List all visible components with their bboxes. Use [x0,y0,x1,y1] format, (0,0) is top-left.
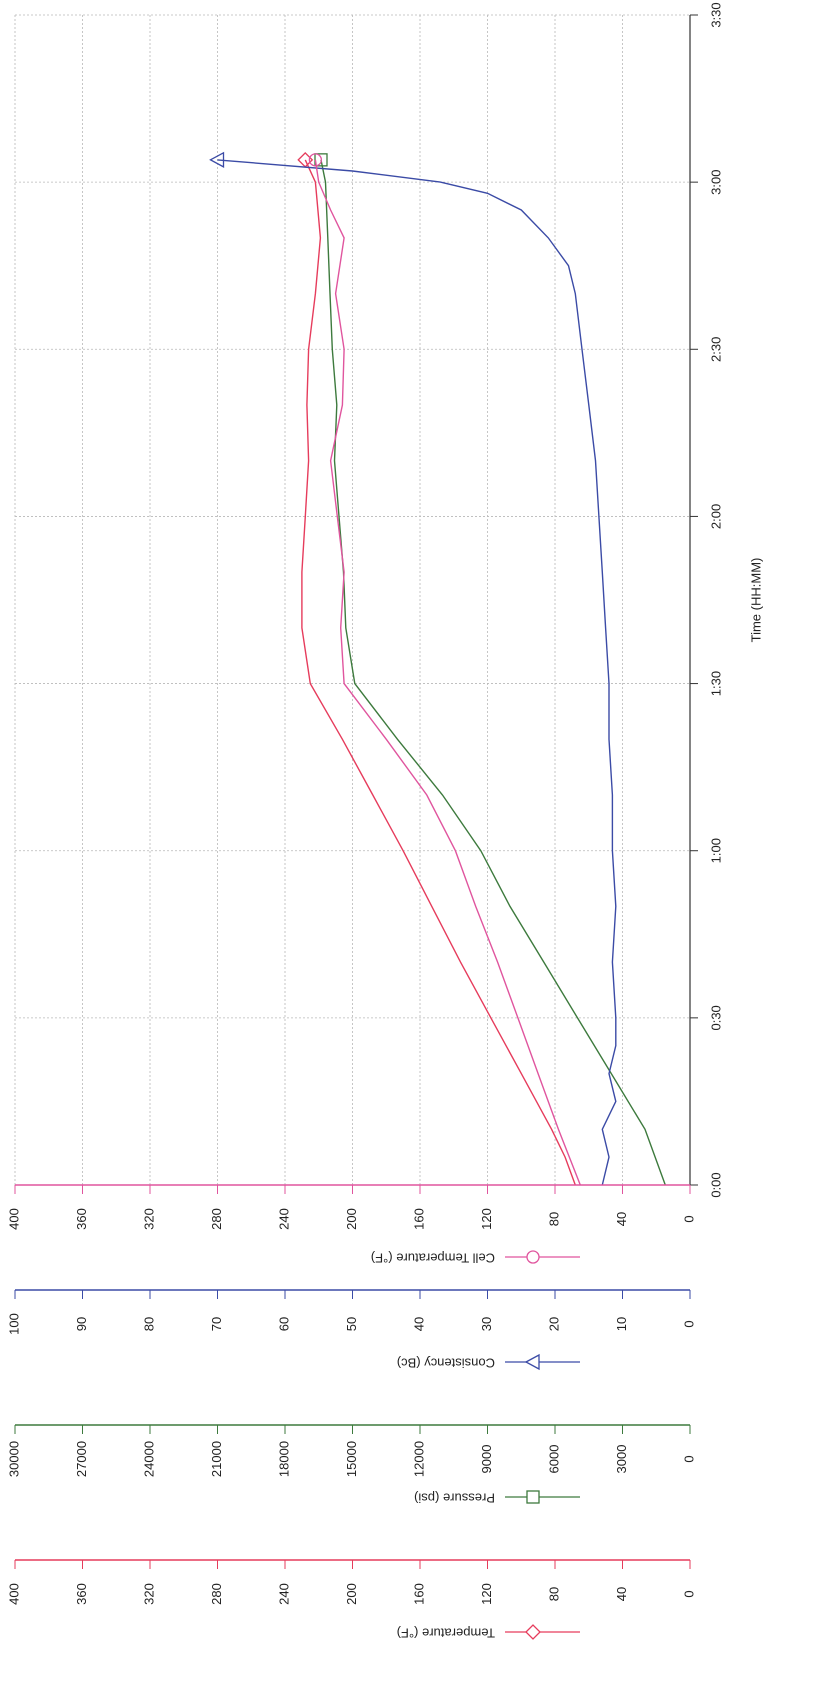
y-tick-label: 80 [546,1212,561,1226]
legend-marker [526,1250,540,1264]
legend-label: Consistency (Bc) [397,1356,495,1371]
data-line [301,159,576,1186]
y-tick-label: 320 [141,1208,156,1230]
y-tick-label: 80 [141,1317,156,1331]
y-tick-label: 320 [141,1583,156,1605]
y-tick-label: 60 [276,1317,291,1331]
x-tick-label: 3:30 [708,2,723,27]
x-tick-label: 2:00 [708,504,723,529]
legend-marker [524,1353,540,1371]
y-tick-label: 120 [479,1583,494,1605]
y-tick-label: 20 [546,1317,561,1331]
y-tick-label: 120 [479,1208,494,1230]
y-tick-label: 0 [681,1590,696,1597]
end-marker [308,153,323,167]
x-tick-label: 0:00 [708,1172,723,1197]
y-tick-label: 360 [74,1583,89,1605]
y-tick-label: 30000 [6,1441,21,1477]
legend-marker [525,1624,541,1640]
y-tick-label: 40 [614,1587,629,1601]
y-tick-label: 90 [74,1317,89,1331]
y-tick-label: 9000 [479,1445,494,1474]
y-tick-label: 240 [276,1583,291,1605]
legend-label: Temperature (°F) [397,1626,495,1641]
y-tick-label: 0 [681,1455,696,1462]
y-tick-label: 280 [209,1583,224,1605]
legend-marker [526,1490,540,1504]
y-tick-label: 40 [614,1212,629,1226]
y-tick-label: 200 [344,1208,359,1230]
y-tick-label: 3000 [614,1445,629,1474]
y-tick-label: 10 [614,1317,629,1331]
y-tick-label: 80 [546,1587,561,1601]
data-line [320,159,666,1186]
y-tick-label: 27000 [74,1441,89,1477]
legend-label: Cell Temperature (°F) [371,1251,495,1266]
y-tick-label: 400 [6,1208,21,1230]
y-tick-label: 200 [344,1583,359,1605]
y-tick-label: 50 [344,1317,359,1331]
y-tick-label: 280 [209,1208,224,1230]
x-axis-title: Time (HH:MM) [748,558,763,643]
rotated-chart: 0:00 0:30 1:00 1:30 2:00 2:30 3:00 3:30 Time (HH… [6,2,763,1640]
y-tick-label: 70 [209,1317,224,1331]
y-tick-label: 40 [411,1317,426,1331]
legend-label: Pressure (psi) [414,1491,495,1506]
y-tick-label: 12000 [411,1441,426,1477]
end-marker [314,153,328,167]
y-tick-label: 160 [411,1583,426,1605]
y-tick-label: 18000 [276,1441,291,1477]
data-line [217,159,617,1186]
x-tick-label: 1:30 [708,671,723,696]
x-tick-label: 2:30 [708,337,723,362]
y-tick-label: 15000 [344,1441,359,1477]
y-tick-label: 0 [681,1215,696,1222]
y-tick-label: 100 [6,1313,21,1335]
y-tick-label: 30 [479,1317,494,1331]
x-tick-label: 3:00 [708,169,723,194]
y-tick-label: 160 [411,1208,426,1230]
y-tick-label: 0 [681,1320,696,1327]
end-marker [209,151,225,168]
x-tick-label: 1:00 [708,838,723,863]
data-line [314,159,581,1186]
y-tick-label: 6000 [546,1445,561,1474]
end-marker [297,151,314,168]
y-tick-label: 360 [74,1208,89,1230]
y-tick-label: 24000 [141,1441,156,1477]
y-tick-label: 400 [6,1583,21,1605]
x-tick-label: 0:30 [708,1005,723,1030]
y-tick-label: 21000 [209,1441,224,1477]
y-tick-label: 240 [276,1208,291,1230]
